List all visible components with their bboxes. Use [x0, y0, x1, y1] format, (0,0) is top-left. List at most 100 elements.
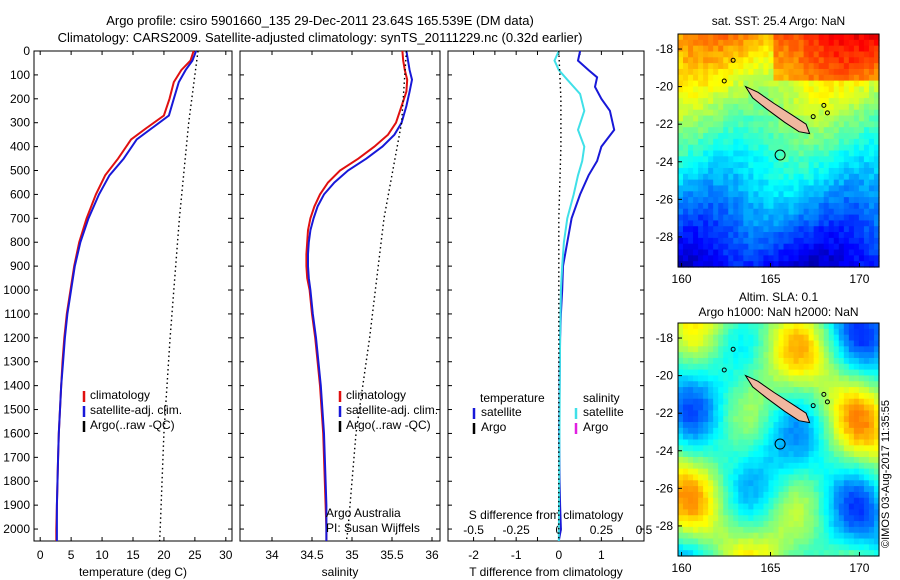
map-cell — [838, 462, 845, 470]
map-cell — [688, 237, 694, 245]
map-cell — [838, 381, 845, 388]
map-cell — [873, 34, 880, 41]
map-cell — [813, 334, 820, 342]
map-cell — [788, 226, 795, 233]
map-cell — [728, 398, 734, 406]
map-cell — [738, 346, 744, 353]
map-cell — [753, 167, 760, 175]
map-cell — [873, 410, 880, 417]
map-cell — [783, 334, 790, 342]
map-cell — [743, 462, 749, 470]
map-cell — [778, 486, 785, 493]
map-cell — [723, 532, 729, 540]
x-axis-label: temperature (deg C) — [79, 565, 187, 579]
xtick-label: 15 — [126, 548, 140, 562]
map-cell — [708, 109, 714, 117]
map-cell — [793, 451, 800, 458]
map-cell — [838, 416, 845, 423]
map-cell — [753, 369, 760, 377]
map-cell — [758, 34, 765, 41]
map-cell — [783, 416, 790, 423]
map-cell — [853, 115, 860, 122]
map-cell — [713, 57, 719, 64]
map-cell — [743, 509, 749, 516]
map-cell — [788, 497, 795, 505]
map-cell — [683, 115, 689, 122]
map-cell — [693, 127, 699, 134]
map-cell — [788, 515, 795, 522]
map-cell — [688, 544, 694, 551]
map-ytick-label: -18 — [656, 42, 674, 56]
map-cell — [763, 68, 770, 76]
map-cell — [853, 214, 860, 221]
map-cell — [753, 57, 760, 64]
map-cell — [753, 208, 760, 216]
map-cell — [748, 334, 754, 342]
map-cell — [748, 433, 754, 441]
map-cell — [798, 451, 805, 458]
map-cell — [723, 369, 729, 377]
map-cell — [858, 328, 865, 336]
map-cell — [753, 150, 760, 157]
map-cell — [788, 185, 795, 192]
map-cell — [853, 57, 860, 64]
map-cell — [808, 162, 815, 169]
map-cell — [768, 261, 775, 268]
map-cell — [748, 220, 754, 227]
map-cell — [833, 220, 840, 227]
map-cell — [868, 352, 875, 359]
map-cell — [758, 202, 765, 210]
map-cell — [798, 491, 805, 499]
map-cell — [863, 138, 870, 146]
map-cell — [738, 526, 744, 534]
map-cell — [848, 398, 855, 406]
map-cell — [818, 451, 825, 458]
map-cell — [683, 220, 689, 227]
map-cell — [768, 179, 775, 187]
map-cell — [723, 80, 729, 88]
map-cell — [723, 103, 729, 111]
map-cell — [858, 232, 865, 239]
map-cell — [868, 550, 875, 557]
map-cell — [728, 503, 734, 510]
map-cell — [863, 214, 870, 221]
map-cell — [743, 363, 749, 371]
map-cell — [688, 255, 694, 262]
map-cell — [868, 532, 875, 540]
map-cell — [828, 92, 835, 99]
map-cell — [853, 63, 860, 70]
map-cell — [728, 255, 734, 262]
map-cell — [858, 503, 865, 510]
map-cell — [733, 255, 739, 262]
map-cell — [738, 404, 744, 411]
map-cell — [688, 208, 694, 216]
map-cell — [848, 340, 855, 347]
island-outline — [824, 399, 830, 405]
map-cell — [798, 398, 805, 406]
map-cell — [693, 445, 699, 452]
map-cell — [823, 243, 830, 251]
map-cell — [758, 214, 765, 221]
map-cell — [843, 515, 850, 522]
map-cell — [693, 439, 699, 446]
map-cell — [698, 363, 704, 371]
map-cell — [863, 456, 870, 464]
map-cell — [833, 468, 840, 476]
map-cell — [708, 51, 714, 58]
map-cell — [768, 167, 775, 175]
map-cell — [798, 237, 805, 245]
map-cell — [828, 532, 835, 540]
map-cell — [698, 220, 704, 227]
map-cell — [693, 387, 699, 394]
map-cell — [838, 526, 845, 534]
map-cell — [828, 232, 835, 239]
map-cell — [773, 162, 780, 169]
map-cell — [718, 86, 724, 93]
map-cell — [778, 392, 785, 400]
map-cell — [838, 109, 845, 117]
map-cell — [753, 550, 760, 557]
map-cell — [848, 255, 855, 262]
map-cell — [793, 144, 800, 152]
map-cell — [723, 162, 729, 169]
annotation-institution: Argo Australia — [326, 506, 401, 520]
